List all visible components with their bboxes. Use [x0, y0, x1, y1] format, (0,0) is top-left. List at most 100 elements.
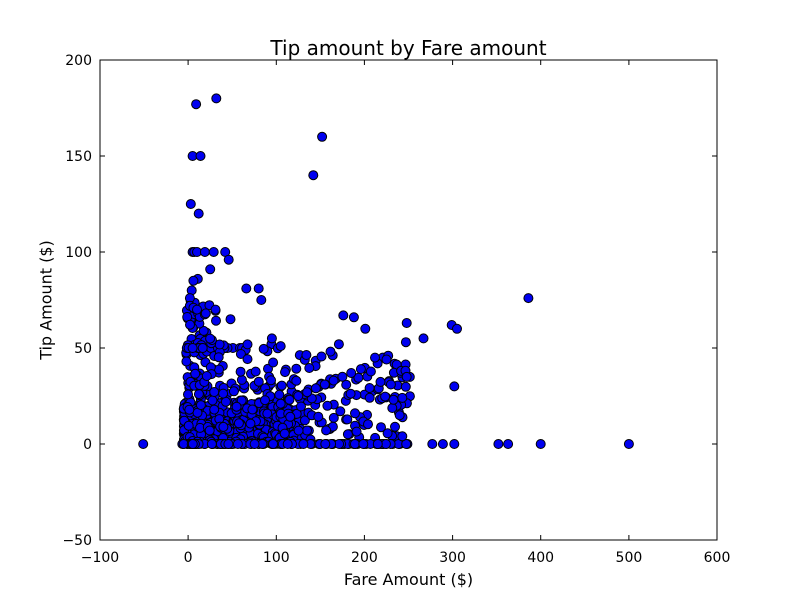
- data-point: [195, 400, 206, 411]
- data-point: [211, 93, 222, 104]
- data-point: [213, 352, 224, 363]
- data-point: [449, 439, 460, 449]
- data-point: [427, 439, 438, 449]
- data-point: [210, 304, 221, 315]
- data-point: [211, 315, 221, 326]
- data-point: [503, 439, 514, 449]
- data-point: [291, 375, 302, 386]
- data-point: [310, 383, 321, 394]
- data-point: [232, 439, 243, 449]
- data-point: [266, 375, 276, 386]
- data-point: [197, 343, 208, 353]
- data-point: [322, 400, 333, 411]
- data-point: [198, 325, 209, 336]
- data-point: [316, 351, 327, 362]
- data-point: [418, 333, 429, 344]
- x-tick-label: 500: [616, 550, 643, 566]
- data-point: [301, 350, 312, 360]
- data-point: [449, 381, 460, 392]
- data-point: [279, 428, 290, 439]
- data-point: [302, 387, 313, 398]
- x-tick-label: −100: [81, 550, 119, 566]
- data-point: [218, 388, 229, 399]
- data-point: [401, 371, 412, 382]
- data-point: [231, 401, 242, 412]
- data-point: [400, 337, 411, 348]
- data-point: [345, 388, 356, 399]
- data-point: [233, 418, 244, 429]
- data-point: [205, 264, 216, 275]
- data-point: [206, 439, 217, 449]
- x-tick-label: 200: [351, 550, 378, 566]
- data-point: [390, 421, 400, 432]
- data-point: [387, 403, 398, 413]
- data-point: [302, 425, 312, 436]
- data-point: [268, 439, 279, 449]
- data-point: [370, 352, 380, 363]
- data-point: [313, 411, 324, 422]
- data-point: [319, 379, 330, 390]
- data-point: [401, 439, 412, 449]
- data-point: [138, 439, 149, 449]
- data-point: [350, 408, 360, 419]
- data-point: [199, 247, 210, 257]
- y-tick-label: −50: [62, 533, 92, 549]
- data-point: [193, 208, 204, 219]
- data-point: [187, 343, 198, 353]
- data-point: [346, 368, 357, 378]
- data-point: [183, 389, 193, 400]
- data-point: [274, 389, 285, 400]
- data-point: [209, 404, 220, 415]
- data-point: [185, 199, 196, 209]
- data-point: [321, 425, 332, 436]
- data-point: [623, 439, 634, 449]
- x-tick-label: 600: [704, 550, 731, 566]
- data-point: [181, 356, 192, 367]
- data-point: [200, 308, 211, 319]
- data-point: [333, 339, 344, 350]
- data-point: [185, 319, 195, 330]
- data-point: [365, 366, 376, 377]
- data-point: [208, 247, 219, 257]
- x-axis-label: Fare Amount ($): [343, 570, 474, 589]
- data-point: [342, 414, 353, 425]
- data-point: [284, 394, 295, 405]
- data-point: [304, 363, 315, 373]
- data-point: [400, 381, 411, 392]
- data-point: [397, 431, 408, 442]
- data-point: [372, 439, 383, 449]
- data-point: [235, 366, 246, 377]
- data-point: [241, 283, 252, 294]
- data-point: [190, 368, 201, 379]
- data-point: [191, 99, 202, 110]
- data-point: [223, 439, 234, 449]
- data-point: [308, 170, 319, 181]
- y-tick-label: 150: [65, 149, 92, 165]
- data-point: [320, 439, 331, 449]
- data-point: [381, 354, 392, 365]
- y-tick-label: 200: [65, 53, 92, 69]
- data-point: [535, 439, 546, 449]
- data-point: [380, 391, 391, 402]
- data-point: [523, 293, 534, 304]
- data-point: [385, 379, 396, 390]
- data-point: [201, 371, 212, 381]
- data-point: [268, 357, 279, 368]
- data-point: [236, 374, 247, 385]
- data-point: [280, 367, 290, 378]
- data-point: [282, 439, 293, 449]
- data-point: [364, 383, 375, 393]
- data-point: [348, 312, 359, 323]
- data-point: [388, 394, 399, 405]
- data-point: [218, 421, 229, 432]
- data-point: [355, 364, 366, 375]
- data-point: [245, 418, 256, 429]
- data-point: [193, 389, 204, 400]
- data-point: [258, 343, 269, 354]
- data-point: [298, 439, 309, 449]
- data-point: [351, 426, 362, 437]
- data-point: [249, 439, 260, 449]
- data-point: [235, 349, 246, 359]
